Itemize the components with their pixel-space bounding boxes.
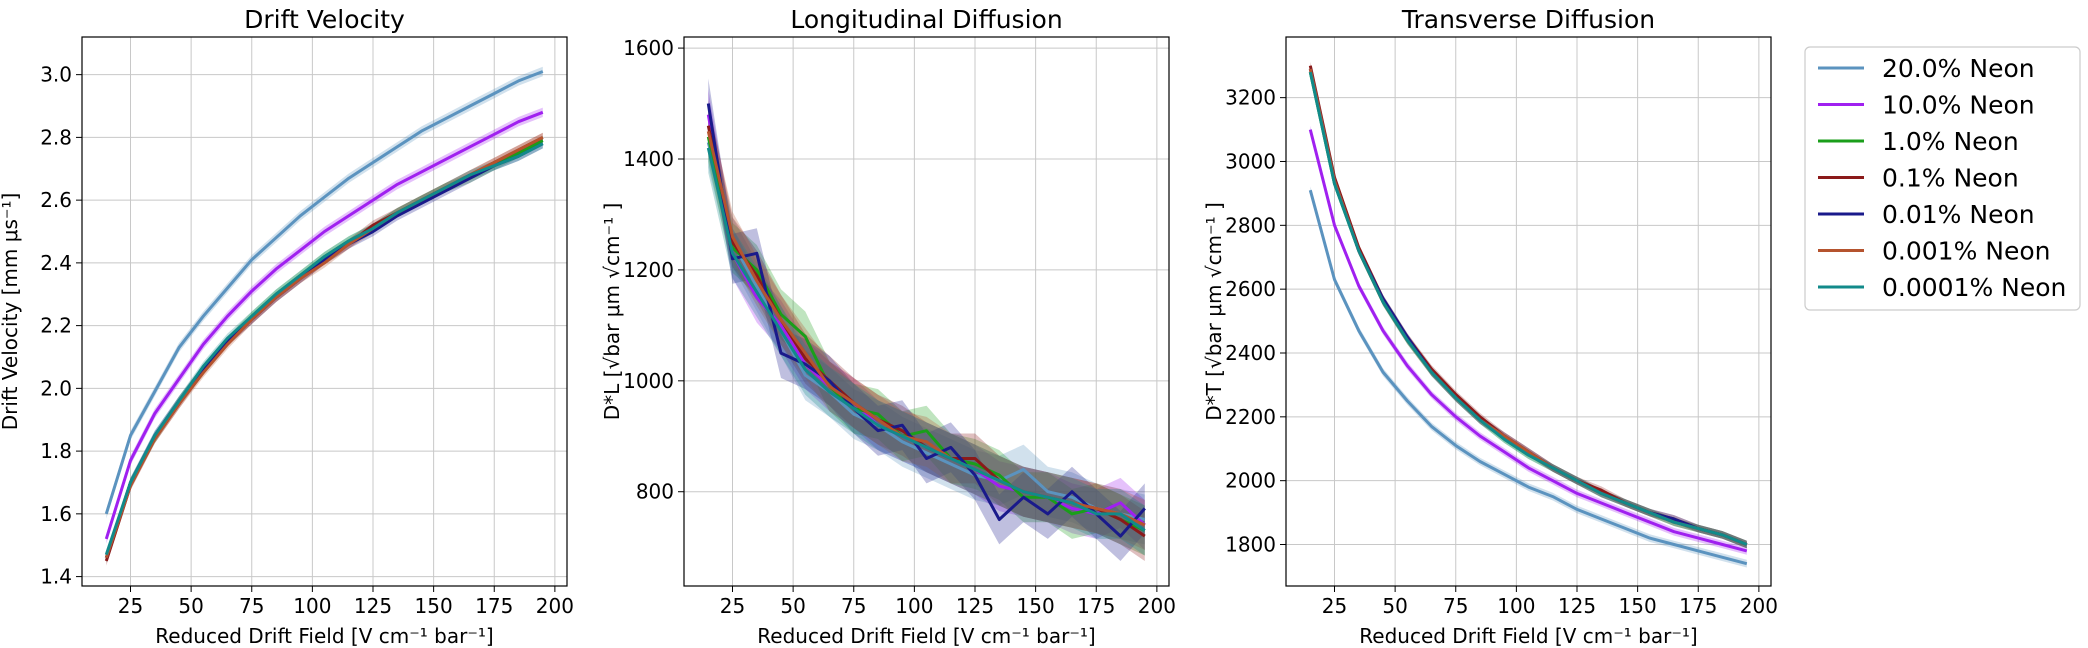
series-line-4 [104, 142, 544, 559]
subplot-2: 25 50 75 100 125 150 175 200 800 1000 1200 1400 1600… [600, 5, 1176, 648]
subplot-1: 25 50 75 100 125 150 175 200 1.4 1.6 1.8 2.0 2.2 2.4 2… [0, 5, 574, 648]
x-tick-label: 175 [475, 594, 513, 618]
series-line-5 [1308, 68, 1748, 546]
series-line-2 [706, 136, 1146, 532]
x-tick-label: 25 [118, 594, 143, 618]
series-line-4 [1308, 68, 1748, 546]
x-tick-label: 150 [1017, 594, 1055, 618]
series-line-2 [1308, 71, 1748, 546]
x-tick-label: 50 [780, 594, 805, 618]
x-tick-label: 75 [841, 594, 866, 618]
series-band-3 [1310, 61, 1747, 549]
x-tick-label: 100 [895, 594, 933, 618]
x-tick-label: 200 [1138, 594, 1176, 618]
x-tick-label: 125 [1558, 594, 1596, 618]
subplot-title: Transverse Diffusion [1401, 5, 1655, 34]
x-axis-label: Reduced Drift Field [V cm⁻¹ bar⁻¹] [155, 624, 493, 648]
series-line-3 [1308, 65, 1748, 546]
y-tick-label: 1.6 [40, 502, 72, 526]
legend-box [1804, 46, 2081, 311]
y-axis-label: Drift Velocity [mm μs⁻¹] [0, 193, 22, 431]
y-tick-label: 3.0 [40, 63, 72, 87]
y-tick-label: 800 [636, 480, 674, 504]
y-tick-label: 2800 [1225, 213, 1276, 237]
y-tick-label: 2200 [1225, 405, 1276, 429]
x-tick-label: 200 [1740, 594, 1778, 618]
subplot-title: Drift Velocity [244, 5, 405, 34]
series-line-0 [1308, 189, 1748, 566]
series-line-4 [706, 103, 1146, 538]
y-tick-label: 2.6 [40, 188, 72, 212]
series-band-4 [1310, 65, 1747, 549]
y-tick-label: 2.4 [40, 251, 72, 275]
x-axis-label: Reduced Drift Field [V cm⁻¹ bar⁻¹] [1359, 624, 1697, 648]
y-tick-label: 1200 [623, 258, 674, 282]
series-band-4 [106, 139, 543, 563]
x-tick-label: 75 [239, 594, 264, 618]
series-line-6 [706, 147, 1146, 532]
x-tick-label: 200 [536, 594, 574, 618]
y-tick-label: 2400 [1225, 341, 1276, 365]
subplot-title: Longitudinal Diffusion [790, 5, 1062, 34]
y-tick-label: 2.0 [40, 376, 72, 400]
x-tick-label: 50 [178, 594, 203, 618]
x-tick-label: 125 [354, 594, 392, 618]
y-tick-label: 3000 [1225, 149, 1276, 173]
x-tick-label: 50 [1382, 594, 1407, 618]
legend-label: 10.0% Neon [1882, 91, 2035, 120]
legend-label: 0.01% Neon [1882, 200, 2035, 229]
series-line-0 [104, 70, 544, 515]
y-tick-label: 1.4 [40, 565, 72, 589]
series-line-6 [1308, 71, 1748, 546]
series-line-1 [104, 110, 544, 540]
y-tick-label: 3200 [1225, 86, 1276, 110]
legend: 20.0% Neon 10.0% Neon 1.0% Neon 0.1% Neon 0.… [1804, 46, 2081, 311]
y-axis-label: D*T [√bar μm √cm⁻¹ ] [1202, 202, 1226, 421]
series-band-6 [708, 123, 1145, 556]
axes-frame [683, 36, 1170, 587]
series-line-2 [104, 139, 544, 559]
series-band-6 [1310, 68, 1747, 549]
y-tick-label: 1400 [623, 147, 674, 171]
series-line-6 [104, 142, 544, 556]
x-tick-label: 25 [1322, 594, 1347, 618]
y-tick-label: 1.8 [40, 439, 72, 463]
series-band-6 [106, 139, 543, 560]
y-axis-label: D*L [√bar μm √cm⁻¹ ] [600, 203, 624, 421]
legend-label: 0.001% Neon [1882, 237, 2051, 266]
y-tick-label: 2.2 [40, 314, 72, 338]
y-tick-label: 2000 [1225, 469, 1276, 493]
series-band-5 [1310, 65, 1747, 549]
legend-label: 20.0% Neon [1882, 54, 2035, 83]
x-tick-label: 100 [293, 594, 331, 618]
y-tick-label: 1600 [623, 36, 674, 60]
x-axis-label: Reduced Drift Field [V cm⁻¹ bar⁻¹] [757, 624, 1095, 648]
x-tick-label: 175 [1077, 594, 1115, 618]
legend-label: 0.1% Neon [1882, 164, 2019, 193]
series-band-2 [1310, 68, 1747, 549]
x-tick-label: 150 [415, 594, 453, 618]
series-band-0 [1310, 186, 1747, 568]
x-tick-label: 75 [1443, 594, 1468, 618]
x-tick-label: 150 [1619, 594, 1657, 618]
subplot-3: 25 50 75 100 125 150 175 200 1800 2000 2200 2400 260… [1202, 5, 1778, 648]
x-tick-label: 25 [720, 594, 745, 618]
x-tick-label: 125 [956, 594, 994, 618]
y-tick-label: 2.8 [40, 125, 72, 149]
y-tick-label: 2600 [1225, 277, 1276, 301]
axes-frame [1285, 36, 1772, 587]
series-line-1 [1308, 129, 1748, 553]
x-tick-label: 175 [1679, 594, 1717, 618]
axes-frame [81, 36, 568, 587]
y-tick-label: 1800 [1225, 533, 1276, 557]
legend-label: 1.0% Neon [1882, 127, 2019, 156]
y-tick-label: 1000 [623, 369, 674, 393]
legend-label: 0.0001% Neon [1882, 273, 2066, 302]
x-tick-label: 100 [1497, 594, 1535, 618]
